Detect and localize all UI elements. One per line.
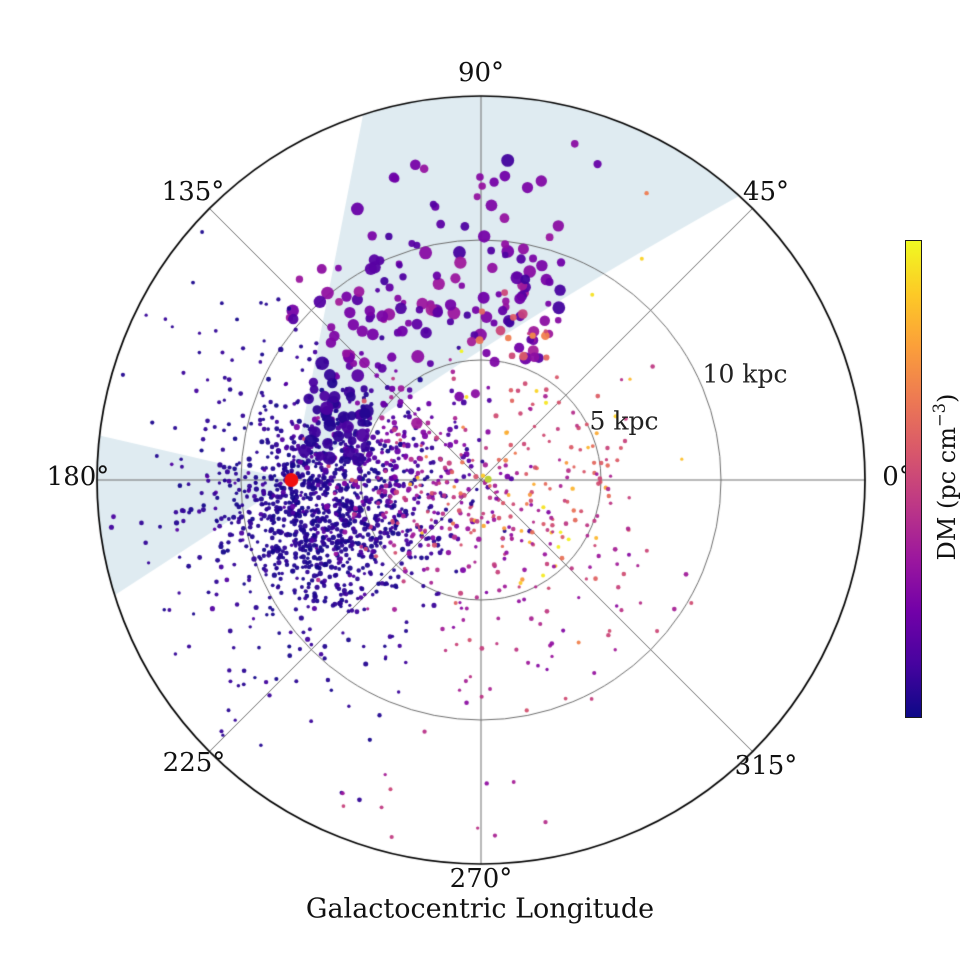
theta-label-90: 90° — [457, 58, 505, 88]
r-label-10kpc: 10 kpc — [702, 359, 788, 389]
theta-label-45: 45° — [742, 177, 790, 207]
colorbar-label-exponent: −3 — [930, 402, 950, 427]
colorbar-label: DM (pc cm−3) — [930, 394, 960, 561]
theta-label-135: 135° — [161, 177, 225, 207]
r-label-5kpc: 5 kpc — [589, 406, 659, 436]
theta-label-315: 315° — [734, 751, 798, 781]
colorbar-label-text: DM (pc cm — [933, 426, 960, 561]
colorbar-gradient — [905, 240, 922, 718]
theta-label-180: 180° — [46, 462, 110, 492]
x-axis-title: Galactocentric Longitude — [305, 893, 655, 925]
theta-label-270: 270° — [449, 864, 513, 894]
theta-label-225: 225° — [162, 748, 226, 778]
